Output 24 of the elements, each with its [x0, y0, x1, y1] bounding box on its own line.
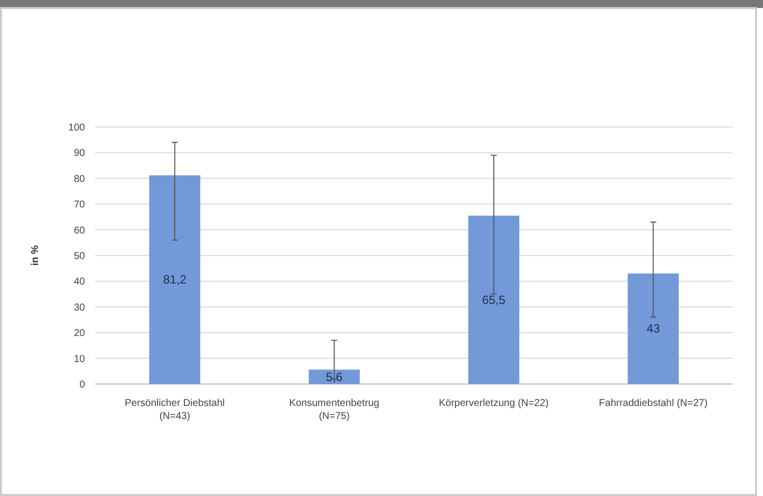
y-tick-label: 100	[68, 122, 86, 134]
y-tick-label: 80	[74, 174, 86, 185]
data-label: 65,5	[482, 292, 506, 307]
x-tick-label: Konsumentenbetrug (N=75)	[289, 398, 380, 422]
y-axis-title: in %	[30, 245, 41, 266]
bar	[149, 175, 200, 384]
y-tick-label: 40	[74, 276, 86, 288]
x-tick-label: Persönlicher Diebstahl (N=43)	[124, 398, 225, 422]
bar	[628, 273, 679, 384]
y-tick-label: 90	[74, 148, 86, 160]
data-label: 81,2	[163, 272, 187, 287]
x-tick-label: Fahrraddiebstahl (N=27)	[598, 398, 708, 409]
y-tick-label: 20	[74, 328, 86, 340]
x-tick-label: Körperverletzung (N=22)	[438, 398, 549, 409]
y-tick-label: 0	[79, 380, 86, 390]
y-tick-label: 60	[74, 225, 86, 236]
y-tick-label: 70	[74, 200, 86, 211]
y-tick-label: 10	[74, 354, 86, 365]
data-label: 43	[646, 322, 660, 336]
bar	[468, 216, 520, 384]
y-tick-label: 30	[74, 302, 86, 314]
data-label: 5,6	[326, 370, 343, 384]
y-tick-label: 50	[74, 251, 86, 262]
bar	[308, 370, 360, 384]
